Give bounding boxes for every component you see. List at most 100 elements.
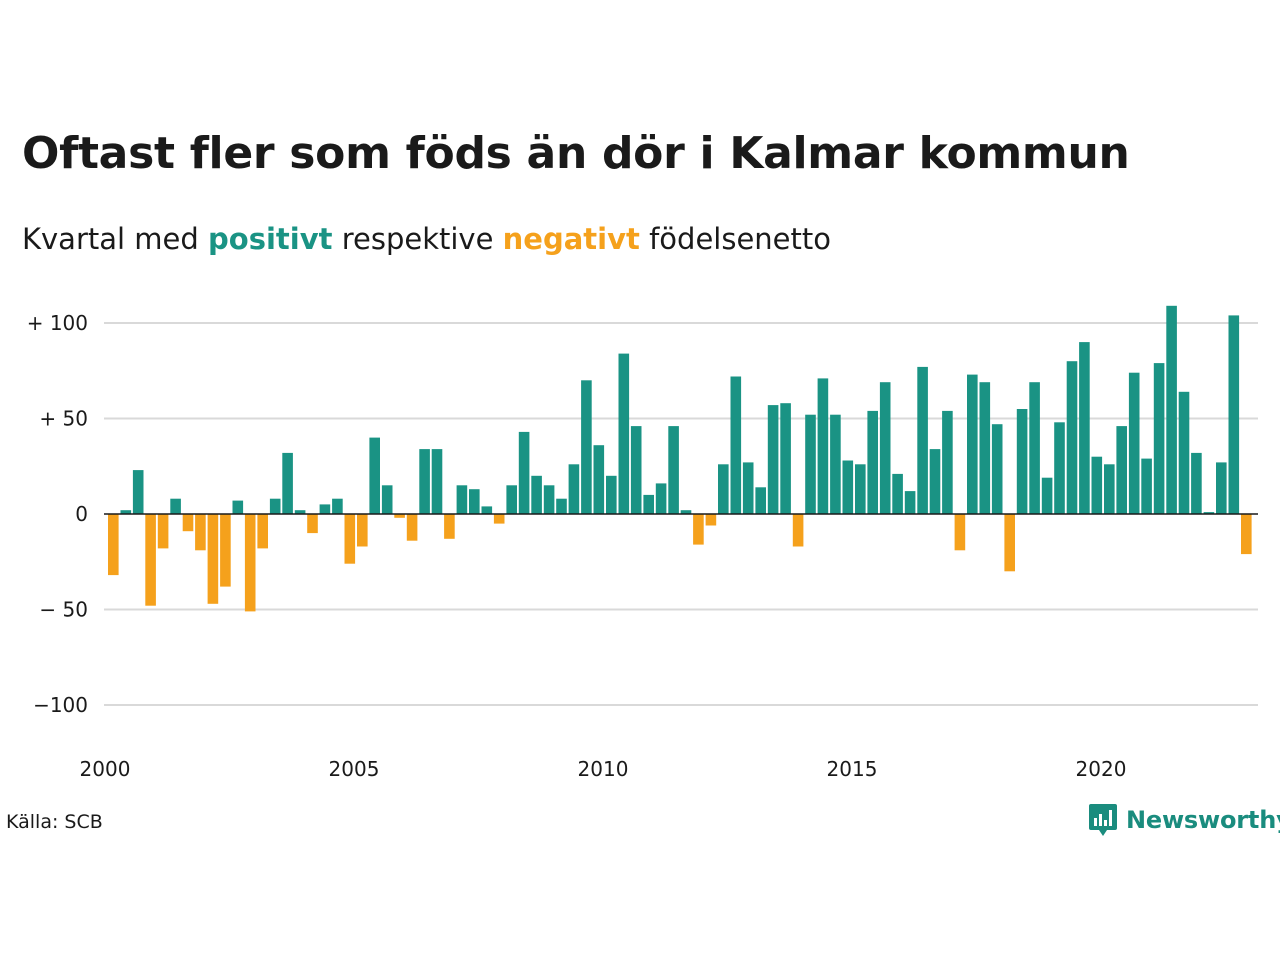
bar (606, 475, 617, 514)
bar (1128, 372, 1140, 514)
bar-chart: + 100 + 50 0 − 50 −100 2000 2005 2010 2015 2020 (27, 305, 1258, 781)
brand-logo: Newsworthy (1088, 802, 1280, 838)
bar (855, 464, 866, 514)
bar (730, 376, 742, 514)
bar (917, 366, 928, 514)
bar (991, 424, 1003, 514)
chart-title: Oftast fler som föds än dör i Kalmar kom… (22, 128, 1130, 179)
bar (1004, 514, 1015, 572)
bar (1066, 361, 1078, 514)
bar (1116, 426, 1127, 514)
bar (705, 514, 717, 526)
grid-lines (104, 322, 1258, 706)
bar (655, 483, 667, 514)
bar (357, 514, 368, 547)
bar (817, 378, 829, 514)
bar (1041, 477, 1053, 514)
bar (1054, 422, 1065, 514)
bar (244, 514, 256, 612)
bar (170, 498, 181, 514)
bar (108, 514, 119, 576)
bar (307, 514, 318, 534)
bar (332, 498, 343, 514)
source-note: Källa: SCB (6, 811, 103, 833)
bar (942, 410, 953, 514)
bar (518, 431, 530, 514)
bar (693, 514, 704, 545)
bar (506, 485, 517, 514)
bar (1091, 456, 1103, 514)
chart-subtitle: Kvartal med positivt respektive negativt… (22, 222, 831, 256)
bar (1104, 464, 1115, 514)
bar (755, 487, 766, 514)
bar (1166, 305, 1177, 514)
bar (1153, 363, 1165, 514)
bar (220, 514, 231, 587)
bar (1191, 452, 1202, 514)
bar (581, 380, 592, 514)
bar (157, 514, 169, 549)
bar (406, 514, 418, 541)
bar (493, 514, 505, 524)
x-tick-label: 2010 (578, 757, 629, 781)
bar (718, 464, 729, 514)
bar (842, 460, 854, 514)
subtitle-prefix: Kvartal med (22, 222, 209, 256)
y-tick-label: + 50 (39, 407, 88, 431)
bar (1079, 342, 1090, 514)
bar (543, 485, 555, 514)
bar (929, 449, 941, 514)
bar (742, 462, 754, 514)
newsworthy-logo-icon (1089, 804, 1117, 836)
bar (1228, 315, 1240, 514)
x-tick-label: 2000 (80, 757, 131, 781)
y-tick-label: −100 (33, 693, 88, 717)
bar (680, 510, 692, 514)
axes: + 100 + 50 0 − 50 −100 2000 2005 2010 2015 2020 (27, 311, 1258, 781)
bar (481, 506, 493, 514)
bar (456, 485, 468, 514)
subtitle-middle: respektive (332, 222, 503, 256)
bar (630, 426, 642, 514)
bar (232, 500, 244, 514)
bar (1216, 462, 1227, 514)
bar (805, 414, 816, 514)
subtitle-negative-word: negativt (502, 222, 640, 256)
bar (344, 514, 356, 564)
bar (568, 464, 580, 514)
y-tick-label: + 100 (27, 311, 88, 335)
bar (1203, 512, 1215, 514)
bar (381, 485, 393, 514)
bar (668, 426, 679, 514)
bar (444, 514, 455, 539)
bar (394, 514, 405, 518)
bar (967, 374, 978, 514)
bar (892, 473, 903, 514)
bar (879, 382, 891, 514)
bar (767, 405, 779, 514)
bar (954, 514, 966, 551)
bar (145, 514, 156, 606)
subtitle-suffix: födelsenetto (639, 222, 831, 256)
bar (1178, 391, 1190, 514)
bar (132, 470, 144, 514)
bar (319, 504, 331, 514)
bar (120, 510, 132, 514)
bar (643, 494, 654, 514)
bar (531, 475, 542, 514)
bar (431, 449, 443, 514)
bar (792, 514, 804, 547)
bar (1016, 409, 1028, 514)
bar (867, 410, 878, 514)
bar (904, 491, 916, 514)
x-tick-label: 2020 (1076, 757, 1127, 781)
x-tick-label: 2005 (329, 757, 380, 781)
bar (979, 382, 991, 514)
bar (1241, 514, 1252, 555)
bar (780, 403, 791, 514)
brand-name: Newsworthy (1126, 806, 1280, 834)
bar (593, 445, 605, 514)
bars (108, 305, 1252, 612)
y-tick-label: − 50 (39, 598, 88, 622)
subtitle-positive-word: positivt (208, 222, 333, 256)
